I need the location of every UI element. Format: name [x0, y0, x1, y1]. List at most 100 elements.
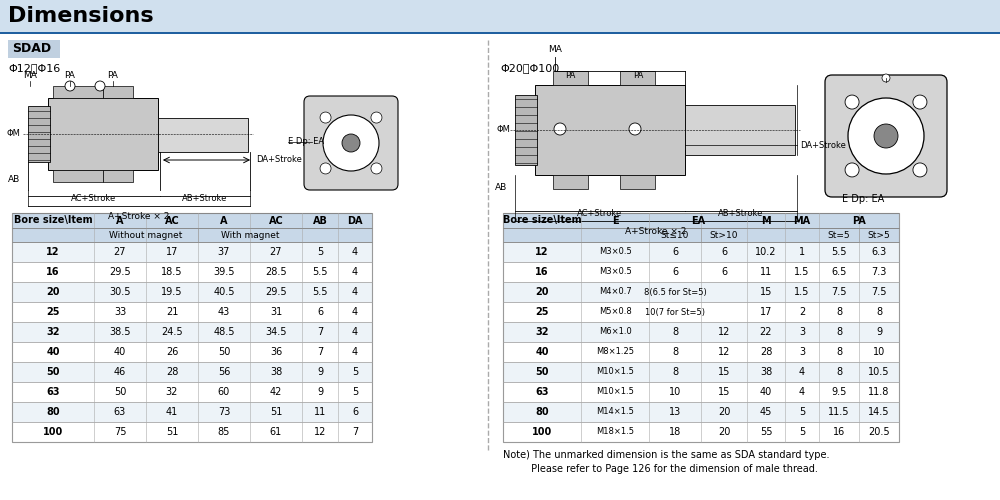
Text: 21: 21 [166, 307, 178, 317]
Text: 7: 7 [352, 427, 358, 437]
Text: AC+Stroke: AC+Stroke [71, 194, 117, 203]
Text: 8: 8 [672, 327, 678, 337]
Bar [12, 213, 372, 442]
FancyBboxPatch shape [825, 75, 947, 197]
Bar [503, 302, 899, 322]
Text: PA: PA [852, 216, 866, 226]
Text: 28: 28 [166, 367, 178, 377]
Text: 29.5: 29.5 [265, 287, 287, 297]
Text: 33: 33 [114, 307, 126, 317]
Text: 5.5: 5.5 [312, 267, 328, 277]
Bar [12, 422, 372, 442]
Text: 40: 40 [535, 347, 549, 357]
Text: Φ12、Φ16: Φ12、Φ16 [8, 63, 60, 73]
Text: AB+Stroke: AB+Stroke [182, 194, 228, 203]
Text: 18.5: 18.5 [161, 267, 183, 277]
Text: 51: 51 [270, 407, 282, 417]
Text: Bore size\Item: Bore size\Item [503, 216, 581, 226]
Text: DA+Stroke: DA+Stroke [256, 156, 302, 164]
Circle shape [913, 163, 927, 177]
Bar [503, 362, 899, 382]
Text: St=5: St=5 [828, 230, 850, 239]
Bar [503, 382, 899, 402]
Text: 12: 12 [718, 327, 730, 337]
Text: 39.5: 39.5 [213, 267, 235, 277]
Text: 4: 4 [352, 247, 358, 257]
Circle shape [845, 163, 859, 177]
Text: 56: 56 [218, 367, 230, 377]
Bar [12, 302, 372, 322]
Text: AC: AC [269, 216, 283, 226]
Text: E: E [612, 216, 618, 226]
Text: 4: 4 [799, 387, 805, 397]
Text: 40: 40 [760, 387, 772, 397]
Text: 20: 20 [718, 407, 730, 417]
Text: 8(6.5 for St=5): 8(6.5 for St=5) [644, 288, 706, 296]
Text: 14.5: 14.5 [868, 407, 890, 417]
Bar [503, 402, 899, 422]
Text: 38: 38 [760, 367, 772, 377]
Bar [553, 175, 588, 189]
Text: 4: 4 [799, 367, 805, 377]
Text: 7: 7 [317, 347, 323, 357]
Text: DA+Stroke: DA+Stroke [800, 140, 846, 149]
Bar [503, 228, 899, 242]
Text: 61: 61 [270, 427, 282, 437]
Text: 10: 10 [669, 387, 681, 397]
Circle shape [320, 112, 331, 123]
Text: 40: 40 [46, 347, 60, 357]
Text: M14×1.5: M14×1.5 [596, 408, 634, 416]
Text: 15: 15 [760, 287, 772, 297]
Bar [503, 342, 899, 362]
Bar [503, 213, 899, 442]
Text: PA: PA [633, 70, 643, 80]
Text: 85: 85 [218, 427, 230, 437]
Bar [12, 402, 372, 422]
Text: 10(7 for St=5): 10(7 for St=5) [645, 308, 705, 316]
Bar [8, 40, 60, 58]
Text: 50: 50 [46, 367, 60, 377]
Circle shape [913, 95, 927, 109]
Text: 5: 5 [352, 367, 358, 377]
Text: 10: 10 [873, 347, 885, 357]
Text: 28.5: 28.5 [265, 267, 287, 277]
Text: 6: 6 [672, 247, 678, 257]
Text: Please refer to Page 126 for the dimension of male thread.: Please refer to Page 126 for the dimensi… [503, 464, 818, 474]
Text: 38: 38 [270, 367, 282, 377]
Bar [12, 322, 372, 342]
Text: 50: 50 [535, 367, 549, 377]
Text: With magnet: With magnet [221, 230, 279, 239]
Text: A+Stroke × 2: A+Stroke × 2 [625, 227, 687, 236]
Text: 73: 73 [218, 407, 230, 417]
Bar [620, 71, 655, 85]
Circle shape [342, 134, 360, 152]
Text: PA: PA [565, 70, 575, 80]
Text: 20.5: 20.5 [868, 427, 890, 437]
Text: 4: 4 [352, 307, 358, 317]
Text: 50: 50 [218, 347, 230, 357]
Text: St≤10: St≤10 [661, 230, 689, 239]
Text: 3: 3 [799, 327, 805, 337]
Text: 11: 11 [760, 267, 772, 277]
Text: 51: 51 [166, 427, 178, 437]
Text: 9: 9 [317, 367, 323, 377]
Text: MA: MA [793, 216, 811, 226]
Text: 12: 12 [535, 247, 549, 257]
Bar [503, 282, 899, 302]
Text: 20: 20 [46, 287, 60, 297]
Text: 20: 20 [718, 427, 730, 437]
Bar [620, 175, 655, 189]
Text: 26: 26 [166, 347, 178, 357]
Text: 6.3: 6.3 [871, 247, 887, 257]
Text: 34.5: 34.5 [265, 327, 287, 337]
FancyBboxPatch shape [304, 96, 398, 190]
Bar [503, 213, 899, 228]
Text: 8: 8 [876, 307, 882, 317]
Bar [12, 213, 372, 228]
Bar [12, 262, 372, 282]
Text: AB: AB [8, 176, 20, 184]
Text: 11: 11 [314, 407, 326, 417]
Text: 10.2: 10.2 [755, 247, 777, 257]
Text: AC: AC [165, 216, 179, 226]
Circle shape [874, 124, 898, 148]
